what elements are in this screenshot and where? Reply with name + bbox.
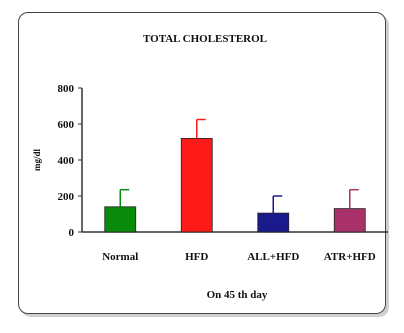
x-tick-label: ATR+HFD: [324, 251, 376, 263]
y-tick-label: 200: [58, 191, 75, 203]
bar: [333, 208, 366, 233]
chart-title: TOTAL CHOLESTEROL: [143, 33, 267, 45]
y-tick-label: 0: [69, 227, 75, 239]
bar: [180, 137, 213, 233]
x-tick-label: HFD: [185, 251, 208, 263]
y-tick-label: 600: [58, 119, 75, 131]
y-tick-label: 800: [58, 83, 75, 95]
y-tick-label: 400: [58, 155, 75, 167]
x-tick-label: ALL+HFD: [247, 251, 299, 263]
bar: [104, 206, 137, 233]
x-tick-label: Normal: [102, 251, 138, 263]
x-axis-label: On 45 th day: [207, 289, 268, 301]
y-axis-label: mg/dl: [32, 149, 42, 172]
tick-labels: 0 200 400 600 800 Normal HFD ALL+HFD ATR+HFD: [58, 83, 376, 263]
bars: [104, 118, 366, 233]
bar: [257, 212, 290, 233]
